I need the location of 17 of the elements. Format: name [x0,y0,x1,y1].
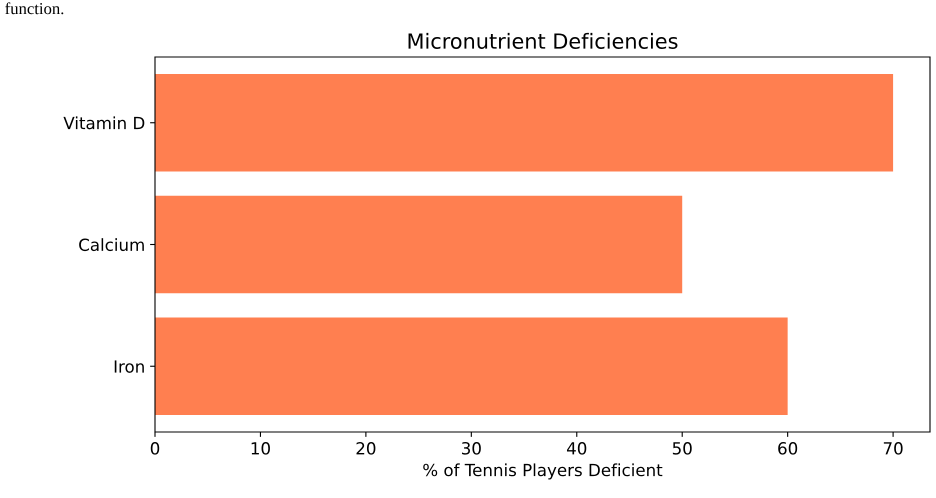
y-tick-label: Calcium [79,238,144,252]
chart-title: Micronutrient Deficiencies [408,32,678,49]
y-tick-label: Iron [114,360,144,373]
x-tick-label: 60 [778,442,798,455]
bar [155,318,788,415]
x-axis-title: % of Tennis Players Deficient [423,463,662,480]
bar [155,74,894,172]
x-tick-label: 10 [252,442,270,455]
y-tick-label: Vitamin D [63,116,144,130]
x-tick-label: 40 [566,442,586,455]
x-tick-label: 70 [884,442,903,455]
x-tick-label: 50 [672,442,692,455]
x-tick-label: 30 [462,442,481,455]
text: function. [5,2,64,14]
bar [155,196,682,294]
x-tick-label: 0 [150,442,160,455]
x-tick-label: 20 [356,442,376,455]
